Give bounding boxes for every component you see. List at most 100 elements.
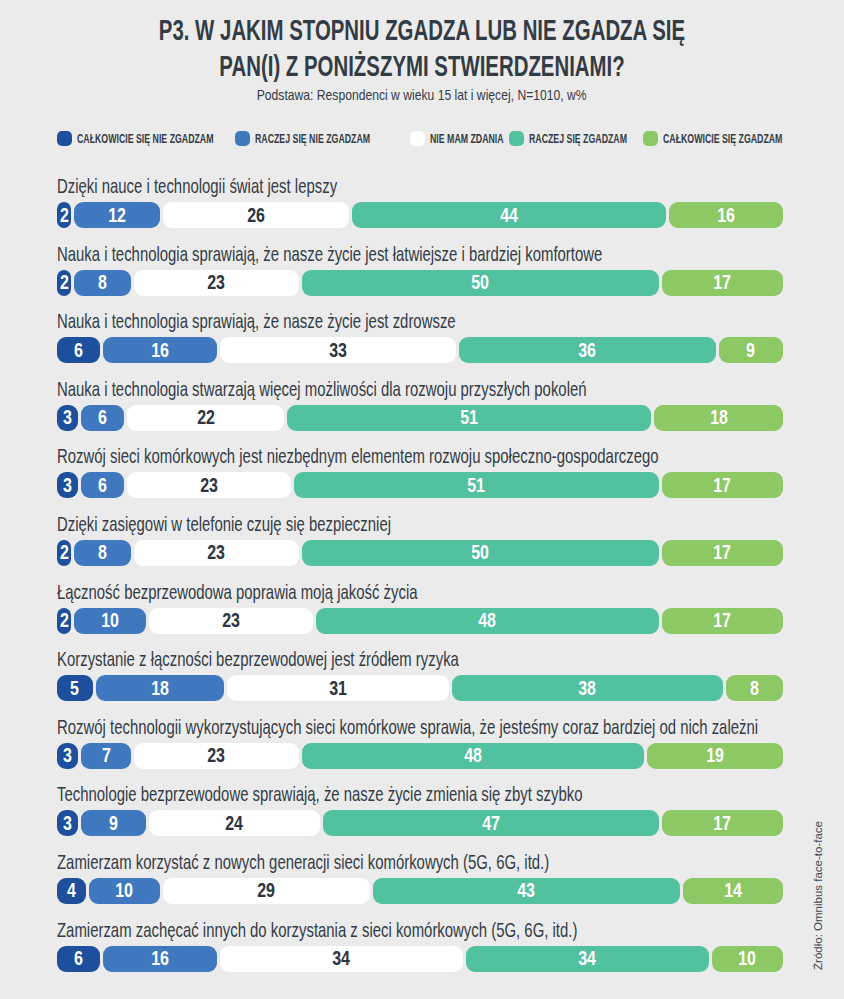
bar-segment-value: 4 — [67, 879, 76, 902]
bar-segment-value: 3 — [63, 744, 72, 767]
bar-segment-value: 2 — [60, 609, 69, 632]
bar-segment: 9 — [719, 337, 783, 363]
chart-title-line2: PAN(I) Z PONIŻSZYMI STWIERDZENIAMI? — [219, 48, 624, 84]
bar-segment-value: 48 — [464, 744, 482, 767]
chart-title-line1: P3. W JAKIM STOPNIU ZGADZA LUB NIE ZGADZ… — [159, 12, 685, 48]
bar-segment: 10 — [712, 946, 783, 972]
bar-segment: 16 — [103, 946, 217, 972]
stacked-bar: 616343410 — [57, 946, 783, 972]
bar-segment-value: 6 — [74, 947, 83, 970]
bar-segment: 6 — [81, 472, 124, 498]
statement-row: Rozwój technologii wykorzystujących siec… — [57, 715, 783, 769]
bar-segment: 23 — [134, 540, 298, 566]
bar-segment-value: 8 — [98, 541, 107, 564]
statement-row: Nauka i technologia sprawiają, że nasze … — [57, 242, 783, 296]
bar-segment-value: 10 — [738, 947, 756, 970]
statement-label: Technologie bezprzewodowe sprawiają, że … — [57, 782, 783, 806]
bar-segment-value: 14 — [724, 879, 742, 902]
bar-segment-value: 34 — [578, 947, 596, 970]
statement-rows: Dzięki nauce i technologii świat jest le… — [57, 174, 783, 972]
bar-segment: 24 — [149, 810, 320, 836]
bar-segment: 23 — [127, 472, 291, 498]
statement-label: Rozwój technologii wykorzystujących siec… — [57, 715, 783, 739]
bar-segment-value: 26 — [247, 204, 265, 227]
statement-row: Nauka i technologia sprawiają, że nasze … — [57, 309, 783, 363]
bar-segment-value: 48 — [478, 609, 496, 632]
statement-label: Nauka i technologia sprawiają, że nasze … — [57, 242, 783, 266]
bar-segment-value: 36 — [578, 339, 596, 362]
statement-row: Zamierzam korzystać z nowych generacji s… — [57, 850, 783, 904]
legend-swatch-icon — [410, 131, 425, 146]
bar-segment: 6 — [57, 337, 100, 363]
bar-segment-value: 31 — [329, 677, 347, 700]
legend-label: CAŁKOWICIE SIĘ NIE ZGADZAM — [77, 131, 214, 146]
statement-row: Dzięki nauce i technologii świat jest le… — [57, 174, 783, 228]
bar-segment: 33 — [220, 337, 456, 363]
bar-segment: 17 — [662, 270, 783, 296]
bar-segment-value: 16 — [151, 339, 169, 362]
stacked-bar: 36225118 — [57, 405, 783, 431]
bar-segment: 3 — [57, 405, 78, 431]
bar-segment-value: 3 — [63, 474, 72, 497]
bar-segment-value: 3 — [63, 812, 72, 835]
bar-segment: 2 — [57, 608, 71, 634]
bar-segment: 6 — [57, 946, 100, 972]
statement-row: Zamierzam zachęcać innych do korzystania… — [57, 918, 783, 972]
bar-segment: 19 — [647, 743, 783, 769]
bar-segment-value: 2 — [60, 541, 69, 564]
legend-swatch-icon — [509, 131, 524, 146]
statement-row: Rozwój sieci komórkowych jest niezbędnym… — [57, 444, 783, 498]
stacked-bar: 410294314 — [57, 878, 783, 904]
bar-segment: 34 — [466, 946, 709, 972]
legend-item: RACZEJ SIĘ NIE ZGADZAM — [235, 131, 432, 146]
bar-segment-value: 6 — [98, 406, 107, 429]
bar-segment-value: 6 — [74, 339, 83, 362]
bar-segment-value: 6 — [98, 474, 107, 497]
bar-segment-value: 24 — [225, 812, 243, 835]
bar-segment-value: 9 — [109, 812, 118, 835]
legend-swatch-icon — [643, 131, 658, 146]
stacked-bar: 210234817 — [57, 608, 783, 634]
bar-segment-value: 23 — [208, 744, 226, 767]
bar-segment: 48 — [302, 743, 645, 769]
chart-subtitle: Podstawa: Respondenci w wieku 15 lat i w… — [0, 86, 844, 103]
bar-segment: 34 — [220, 946, 463, 972]
bar-segment: 17 — [662, 810, 783, 836]
stacked-bar: 28235017 — [57, 540, 783, 566]
legend: CAŁKOWICIE SIĘ NIE ZGADZAM RACZEJ SIĘ NIE… — [0, 131, 844, 146]
bar-segment-value: 16 — [717, 204, 735, 227]
statement-label: Łączność bezprzewodowa poprawia moją jak… — [57, 580, 783, 604]
source-note: Źródło: Omnibus face-to-face — [812, 821, 824, 970]
bar-segment: 10 — [74, 608, 145, 634]
statement-label: Nauka i technologia stwarzają więcej moż… — [57, 377, 783, 401]
bar-segment: 47 — [323, 810, 659, 836]
bar-segment-value: 12 — [108, 204, 126, 227]
statement-label: Dzięki zasięgowi w telefonie czuję się b… — [57, 512, 783, 536]
statement-label: Korzystanie z łączności bezprzewodowej j… — [57, 647, 783, 671]
bar-segment: 18 — [96, 675, 225, 701]
bar-segment: 17 — [662, 472, 783, 498]
bar-segment-value: 17 — [713, 812, 731, 835]
bar-segment: 18 — [654, 405, 783, 431]
bar-segment-value: 51 — [468, 474, 486, 497]
legend-item: CAŁKOWICIE SIĘ ZGADZAM — [643, 131, 844, 146]
legend-label: NIE MAM ZDANIA — [430, 131, 504, 146]
bar-segment: 2 — [57, 540, 71, 566]
stacked-bar: 3 9 24 47 17 — [57, 810, 783, 836]
bar-segment: 8 — [726, 675, 783, 701]
bar-segment: 26 — [163, 202, 349, 228]
stacked-bar: 37234819 — [57, 743, 783, 769]
statement-row: Korzystanie z łączności bezprzewodowej j… — [57, 647, 783, 701]
bar-segment-value: 10 — [101, 609, 119, 632]
statement-label: Nauka i technologia sprawiają, że nasze … — [57, 309, 783, 333]
bar-segment: 38 — [452, 675, 723, 701]
bar-segment-value: 8 — [98, 271, 107, 294]
bar-segment: 8 — [74, 540, 131, 566]
bar-segment-value: 29 — [258, 879, 276, 902]
bar-segment: 2 — [57, 270, 71, 296]
bar-segment-value: 17 — [713, 541, 731, 564]
bar-segment-value: 18 — [151, 677, 169, 700]
statement-row: Technologie bezprzewodowe sprawiają, że … — [57, 782, 783, 836]
bar-segment-value: 17 — [713, 271, 731, 294]
bar-segment: 12 — [74, 202, 160, 228]
